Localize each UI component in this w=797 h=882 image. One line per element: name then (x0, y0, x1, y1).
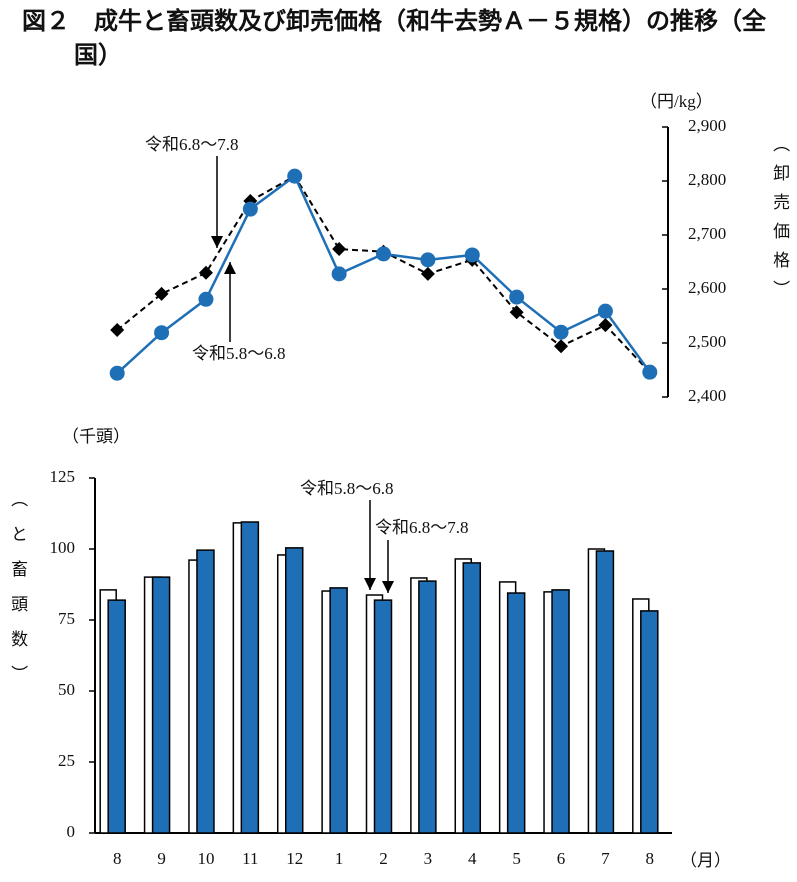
point-marker (642, 364, 658, 380)
x-tick-label: 9 (157, 849, 166, 868)
y-tick-label: 2,900 (688, 116, 726, 135)
x-tick-label: 6 (557, 849, 566, 868)
arrow-head (364, 578, 376, 590)
y-unit: （千頭） (62, 427, 130, 446)
x-tick-label: 8 (646, 849, 655, 868)
bar (196, 549, 215, 834)
x-tick-label: 5 (512, 849, 521, 868)
series-annotation: 令和5.8～6.8 (192, 344, 286, 363)
point-marker (509, 289, 525, 305)
bar (151, 576, 171, 834)
y-tick-label: 75 (58, 609, 75, 628)
x-unit: （月） (680, 851, 731, 870)
x-tick-label: 3 (424, 849, 433, 868)
bar (284, 547, 304, 834)
x-tick-label: 4 (468, 849, 477, 868)
y-tick-label: 2,400 (688, 386, 726, 405)
arrow-head (224, 262, 236, 274)
point-marker (110, 323, 125, 338)
bar (107, 599, 126, 834)
x-tick-label: 2 (379, 849, 388, 868)
y-tick-label: 25 (58, 751, 75, 770)
point-marker (198, 265, 213, 280)
point-marker (154, 325, 170, 341)
series-annotation: 令和6.8～7.8 (145, 135, 239, 154)
series-annotation: 令和6.8～7.8 (375, 518, 469, 537)
y-tick-label: 2,800 (688, 170, 726, 189)
y-tick-label: 0 (67, 822, 76, 841)
y-tick-label: 50 (58, 680, 75, 699)
bar (551, 589, 570, 834)
point-marker (242, 201, 258, 217)
x-tick-label: 8 (113, 849, 122, 868)
point-marker (554, 339, 569, 354)
chart-title: 図２ 成牛と畜頭数及び卸売価格（和牛去勢Ａ－５規格）の推移（全国） (22, 7, 766, 69)
arrow-head (382, 581, 394, 593)
point-marker (332, 242, 347, 257)
y-tick-label: 2,600 (688, 278, 726, 297)
x-tick-label: 11 (242, 849, 258, 868)
x-tick-label: 1 (335, 849, 344, 868)
bar (506, 592, 526, 834)
bar (373, 599, 393, 834)
point-marker (287, 168, 303, 184)
y-unit: （円/kg） (640, 92, 713, 111)
point-marker (464, 247, 480, 263)
bar (595, 550, 615, 834)
bar (329, 587, 348, 834)
point-marker (597, 303, 613, 319)
bar (640, 610, 659, 834)
arrow-head (211, 236, 223, 248)
y-tick-label: 125 (50, 467, 76, 486)
bar (240, 521, 260, 834)
x-tick-label: 10 (197, 849, 214, 868)
point-marker (553, 324, 569, 340)
series-annotation: 令和5.8～6.8 (300, 479, 394, 498)
point-marker (598, 318, 613, 333)
point-marker (420, 266, 435, 281)
y-axis-title: （と畜頭数） (8, 490, 28, 700)
point-marker (198, 291, 214, 307)
point-marker (109, 365, 125, 381)
point-marker (331, 266, 347, 282)
point-marker (420, 252, 436, 268)
series-line (116, 174, 651, 373)
point-marker (376, 246, 391, 262)
y-tick-label: 2,700 (688, 224, 726, 243)
bar (418, 580, 437, 834)
x-tick-label: 7 (601, 849, 610, 868)
bar (462, 562, 482, 834)
y-axis-title: （卸売価格） (770, 135, 790, 309)
point-marker (154, 286, 169, 301)
point-marker (509, 305, 524, 320)
x-tick-label: 12 (286, 849, 303, 868)
y-tick-label: 2,500 (688, 332, 726, 351)
y-tick-label: 100 (50, 538, 76, 557)
